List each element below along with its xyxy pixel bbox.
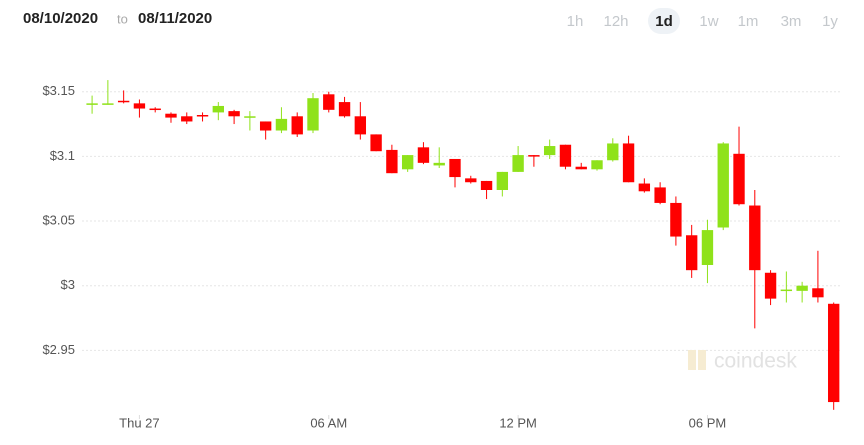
candle-body: [465, 178, 477, 183]
date-separator: to: [117, 11, 128, 26]
candle-body: [275, 118, 288, 131]
candle-body: [638, 183, 651, 192]
y-tick-label: $2.95: [42, 342, 75, 357]
watermark-logo: [698, 350, 706, 370]
candle-body: [717, 143, 729, 228]
x-tick-label: 06 AM: [310, 415, 347, 430]
x-tick-label: Thu 27: [119, 415, 159, 430]
candle-body: [323, 94, 335, 110]
date-to[interactable]: 08/11/2020: [138, 10, 212, 27]
candle-body: [370, 134, 382, 152]
candle-body: [133, 103, 146, 109]
candle-body: [701, 230, 714, 265]
y-tick-label: $3: [61, 277, 75, 292]
y-tick-label: $3.1: [50, 148, 75, 163]
candle-body: [733, 153, 745, 205]
date-from[interactable]: 08/10/2020: [23, 10, 98, 27]
candle-body: [354, 116, 367, 135]
candle-body: [559, 144, 572, 167]
candle-body: [780, 289, 793, 292]
candle-body: [607, 143, 619, 161]
candle-body: [686, 235, 698, 271]
range-button[interactable]: 1d: [655, 13, 673, 30]
y-tick-label: $3.15: [42, 83, 75, 98]
candle-body: [244, 116, 256, 118]
candle-body: [117, 100, 130, 103]
range-button[interactable]: 1m: [738, 13, 759, 30]
range-button[interactable]: 3m: [781, 13, 802, 30]
candle-body: [417, 147, 430, 163]
candle-body: [796, 285, 808, 291]
candle-body: [591, 160, 603, 170]
candle-body: [291, 116, 303, 135]
candle-body: [102, 103, 114, 105]
candle-body: [512, 155, 524, 172]
candle-body: [212, 105, 224, 113]
candle-body: [401, 155, 414, 170]
candle-body: [812, 288, 824, 298]
candle-body: [828, 303, 840, 403]
candle-body: [670, 202, 682, 237]
candle-body: [259, 121, 272, 131]
watermark-text: coindesk: [714, 350, 797, 373]
x-tick-label: 12 PM: [499, 415, 537, 430]
candle-body: [228, 111, 240, 117]
candle-body: [86, 103, 98, 105]
range-button[interactable]: 12h: [603, 13, 628, 30]
watermark-logo: [688, 350, 696, 370]
candle-body: [165, 113, 177, 118]
candle-body: [307, 98, 319, 131]
y-tick-label: $3.05: [42, 212, 75, 227]
candle-body: [496, 171, 509, 190]
range-selector: 1h 12h 1d 1w 1m 3m 1y: [567, 8, 838, 34]
candle-body: [196, 115, 209, 117]
candle-body: [480, 180, 493, 190]
candle-body: [749, 205, 761, 271]
range-button[interactable]: 1y: [822, 13, 838, 30]
candle-body: [338, 102, 351, 117]
candle-body: [181, 116, 193, 122]
candle-body: [528, 155, 540, 157]
candle-body: [433, 162, 445, 166]
candle-body: [386, 149, 398, 174]
candle-body: [764, 272, 777, 299]
range-button[interactable]: 1w: [699, 13, 718, 30]
watermark: coindesk: [688, 350, 797, 373]
candle-body: [622, 143, 635, 183]
range-button[interactable]: 1h: [567, 13, 584, 30]
candle-body: [543, 146, 556, 156]
candles: [86, 80, 840, 410]
candle-body: [449, 158, 461, 178]
x-tick-label: 06 PM: [689, 415, 727, 430]
candle-body: [575, 166, 587, 170]
candle-body: [654, 187, 666, 203]
candle-body: [149, 108, 161, 111]
grid: $2.95 $3 $3.05 $3.1 $3.15 Thu 27 06 AM 12 PM 06 …: [42, 83, 840, 430]
range-active-bg: [648, 8, 680, 34]
